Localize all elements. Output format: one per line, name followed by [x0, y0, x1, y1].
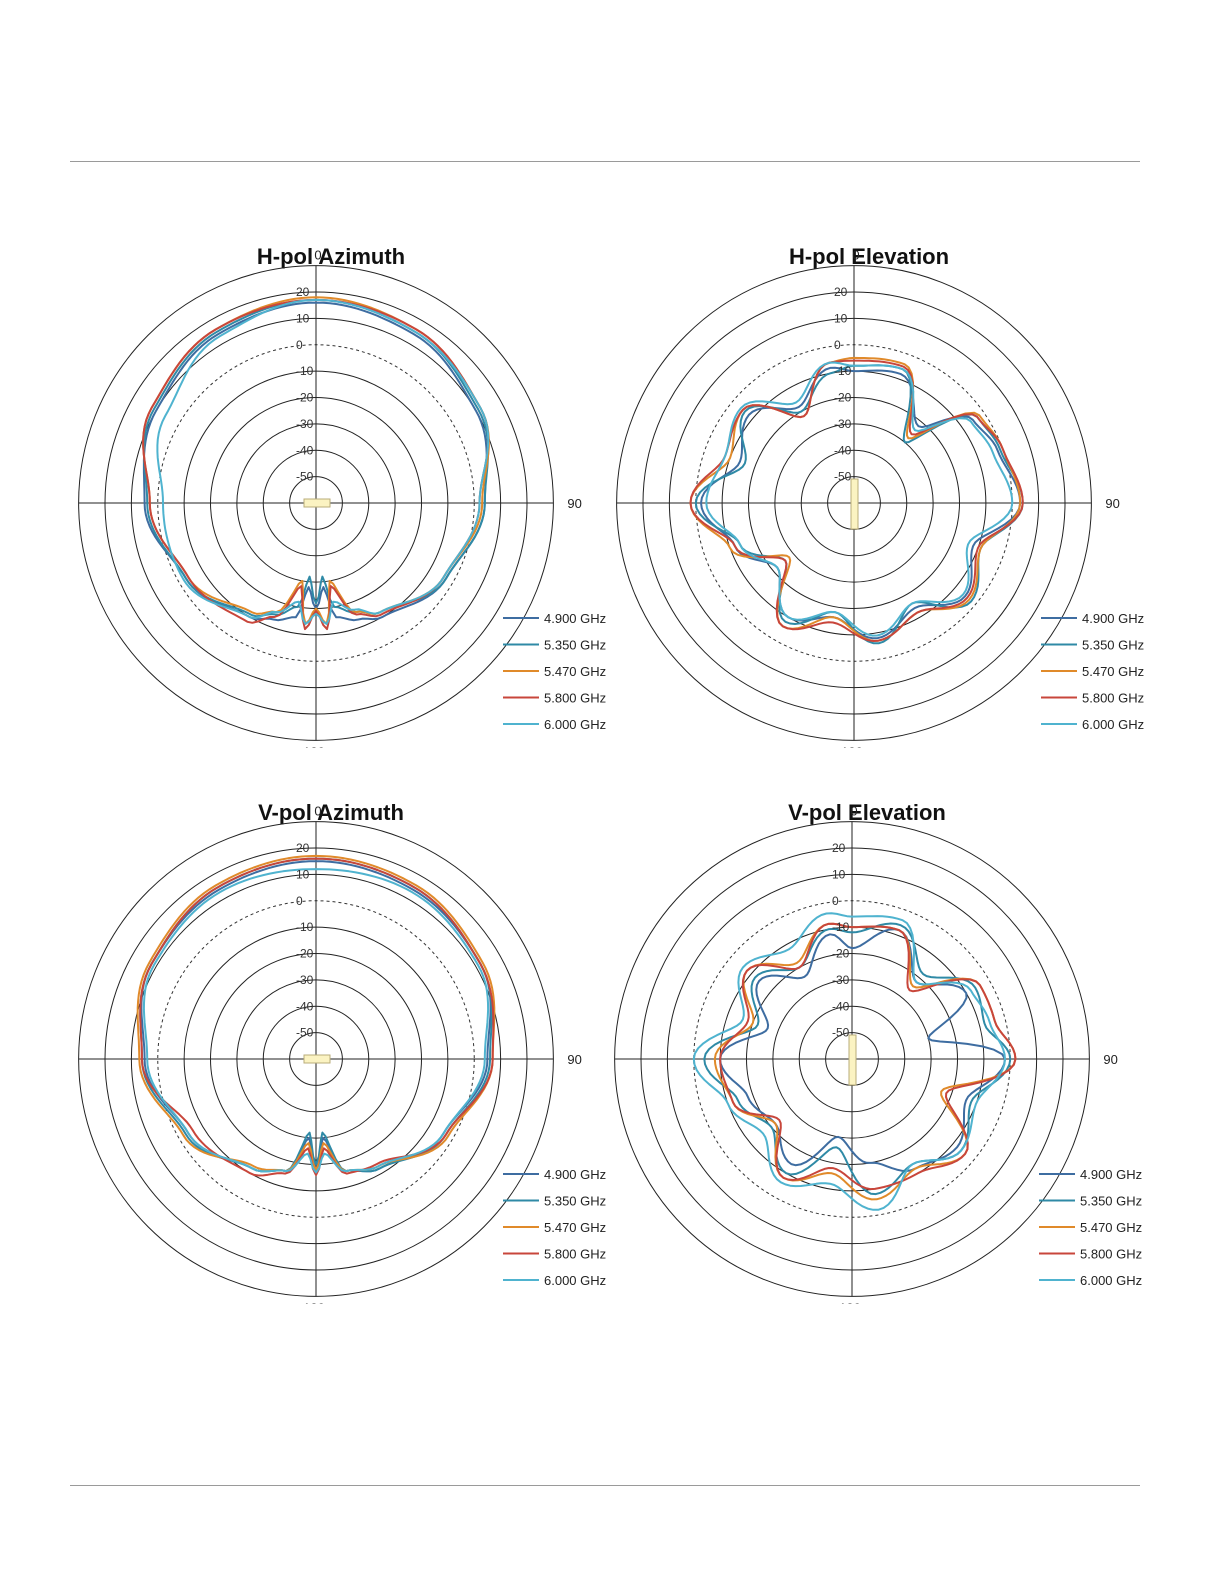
angle-label-90: 90	[567, 496, 581, 511]
legend-label: 4.900 GHz	[544, 1167, 606, 1182]
legend-label: 5.350 GHz	[1080, 1194, 1142, 1209]
series-line	[703, 922, 1012, 1196]
radial-tick-label: 20	[296, 841, 310, 855]
legend-label: 5.800 GHz	[1082, 691, 1144, 706]
angle-label-180: 180	[303, 1300, 325, 1304]
angle-label-180: 180	[841, 744, 863, 748]
angle-label-0: 0	[852, 248, 859, 263]
legend-label: 5.800 GHz	[1080, 1247, 1142, 1262]
chart-title: V-pol Azimuth	[258, 800, 404, 825]
angle-label-0: 0	[850, 804, 857, 819]
legend-label: 4.900 GHz	[1082, 611, 1144, 626]
angle-label-0: 0	[314, 804, 321, 819]
radial-tick-label: -20	[832, 947, 850, 961]
radial-tick-label: 0	[296, 894, 303, 908]
chart-panel-h-pol-elevation: H-pol Elevation 20 10 0 -10 -20 -30 -40 -50 0 90 18…	[585, 238, 1168, 759]
polar-chart: H-pol Elevation 20 10 0 -10 -20 -30 -40 -50 0 90 18…	[585, 244, 1144, 759]
radial-tick-label: 10	[296, 311, 310, 325]
antenna-bar	[303, 498, 331, 508]
series-line	[689, 356, 1022, 642]
angle-label-90: 90	[567, 1052, 581, 1067]
radial-tick-label: -20	[834, 391, 852, 405]
radial-tick-label: 20	[832, 841, 846, 855]
polar-chart: H-pol Azimuth20100-10-20-30-40-500901802…	[47, 244, 606, 759]
chart-panel-v-pol-elevation: V-pol Elevation 20 10 0 -10 -20 -30 -40 -50 0 90 18…	[583, 794, 1166, 1315]
series-line	[719, 922, 1017, 1191]
radial-tick-label: -20	[296, 947, 314, 961]
polar-chart: V-pol Elevation 20 10 0 -10 -20 -30 -40 -50 0 90 18…	[583, 800, 1142, 1315]
legend-label: 5.470 GHz	[544, 1220, 606, 1235]
legend-label: 6.000 GHz	[544, 717, 606, 732]
radial-tick-label: 10	[296, 867, 310, 881]
antenna-bar	[850, 478, 859, 530]
legend-label: 4.900 GHz	[544, 611, 606, 626]
radial-tick-label: -10	[832, 920, 850, 934]
series-line	[694, 364, 1024, 645]
antenna-bar	[303, 1054, 331, 1064]
chart-panel-v-pol-azimuth: V-pol Azimuth20100-10-20-30-40-500901802…	[47, 794, 630, 1315]
legend-label: 5.350 GHz	[544, 1194, 606, 1209]
series-line	[705, 361, 1014, 637]
radial-tick-label: -40	[834, 443, 852, 457]
series-line	[692, 912, 1006, 1211]
angle-label-90: 90	[1105, 496, 1119, 511]
series-line	[689, 359, 1024, 642]
radial-tick-label: -30	[296, 417, 314, 431]
series-line	[142, 298, 490, 618]
radial-tick-label: 0	[832, 894, 839, 908]
angle-label-180: 180	[303, 744, 325, 748]
radial-tick-label: 0	[834, 338, 841, 352]
radial-tick-label: -40	[296, 443, 314, 457]
legend-label: 4.900 GHz	[1080, 1167, 1142, 1182]
radial-tick-label: 20	[834, 285, 848, 299]
radial-tick-label: -50	[834, 470, 852, 484]
angle-label-180: 180	[839, 1300, 861, 1304]
series-line	[139, 857, 495, 1177]
radial-tick-label: 0	[296, 338, 303, 352]
radial-tick-label: -10	[834, 364, 852, 378]
chart-panel-h-pol-azimuth: H-pol Azimuth20100-10-20-30-40-500901802…	[47, 238, 630, 759]
chart-title: V-pol Elevation	[788, 800, 946, 825]
top-rule	[70, 161, 1140, 162]
series-line	[142, 301, 488, 622]
legend-label: 5.350 GHz	[544, 638, 606, 653]
legend-label: 6.000 GHz	[1082, 717, 1144, 732]
legend-label: 5.470 GHz	[1080, 1220, 1142, 1235]
legend-label: 6.000 GHz	[1080, 1273, 1142, 1288]
series-line	[719, 928, 1006, 1172]
polar-chart: V-pol Azimuth20100-10-20-30-40-500901802…	[47, 800, 606, 1315]
radial-tick-label: -40	[296, 999, 314, 1013]
angle-label-0: 0	[314, 248, 321, 263]
radial-tick-label: -30	[834, 417, 852, 431]
antenna-bar	[848, 1034, 857, 1086]
legend-label: 5.350 GHz	[1082, 638, 1144, 653]
radial-tick-label: 20	[296, 285, 310, 299]
bottom-rule	[70, 1485, 1140, 1486]
radial-tick-label: -30	[296, 973, 314, 987]
legend-label: 6.000 GHz	[544, 1273, 606, 1288]
series-line	[142, 868, 490, 1174]
radial-tick-label: 10	[832, 867, 846, 881]
radial-tick-label: -10	[296, 364, 314, 378]
radial-tick-label: -20	[296, 391, 314, 405]
radial-tick-label: -50	[832, 1026, 850, 1040]
chart-title: H-pol Elevation	[789, 244, 949, 269]
series-line	[136, 854, 496, 1173]
legend-label: 5.470 GHz	[544, 664, 606, 679]
radial-tick-label: -10	[296, 920, 314, 934]
radial-tick-label: -30	[832, 973, 850, 987]
radial-tick-label: -40	[832, 999, 850, 1013]
legend-label: 5.470 GHz	[1082, 664, 1144, 679]
radial-tick-label: -50	[296, 1026, 314, 1040]
radial-tick-label: 10	[834, 311, 848, 325]
radial-tick-label: -50	[296, 470, 314, 484]
angle-label-90: 90	[1103, 1052, 1117, 1067]
legend-label: 5.800 GHz	[544, 691, 606, 706]
chart-title: H-pol Azimuth	[257, 244, 405, 269]
legend-label: 5.800 GHz	[544, 1247, 606, 1262]
series-line	[156, 298, 490, 625]
